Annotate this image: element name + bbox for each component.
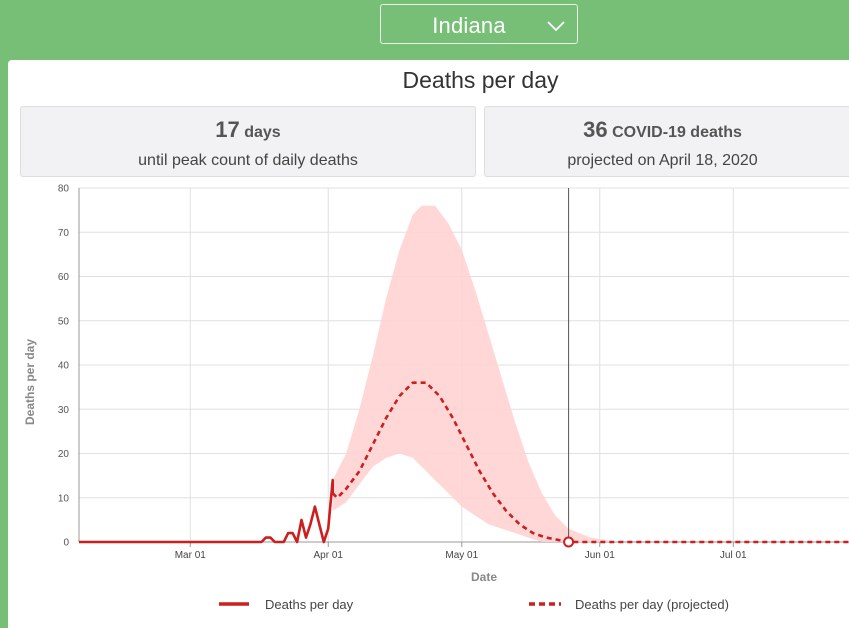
state-selector-value: Indiana <box>432 13 506 38</box>
y-tick-label: 70 <box>58 228 70 239</box>
x-axis-title: Date <box>471 570 497 584</box>
stat-box-deaths: 36 COVID-19 deaths projected on April 18… <box>484 106 849 177</box>
x-tick-label: Jul 01 <box>720 550 747 561</box>
y-tick-label: 60 <box>58 272 70 283</box>
chart-title: Deaths per day <box>402 67 559 93</box>
uncertainty-band <box>332 205 618 542</box>
actual-deaths-line <box>79 478 334 544</box>
y-tick-label: 40 <box>58 361 70 372</box>
stat-peak-caption: until peak count of daily deaths <box>138 152 358 169</box>
y-tick-label: 80 <box>58 184 70 195</box>
y-axis-title: Deaths per day <box>23 339 37 425</box>
stat-deaths-unit: COVID-19 deaths <box>612 124 742 141</box>
x-tick-label: May 01 <box>445 550 478 561</box>
stat-peak-value: 17 <box>215 117 240 142</box>
y-tick-label: 10 <box>58 493 70 504</box>
stat-box-peak: 17 days until peak count of daily deaths <box>20 106 476 177</box>
x-tick-label: Mar 01 <box>175 550 207 561</box>
y-tick-label: 0 <box>63 538 69 549</box>
y-tick-label: 30 <box>58 405 70 416</box>
header-bar: Indiana <box>0 0 849 52</box>
stat-deaths-value: 36 <box>583 117 608 142</box>
y-tick-label: 50 <box>58 316 70 327</box>
state-selector[interactable]: Indiana <box>380 4 578 44</box>
stat-peak-unit: days <box>244 124 281 141</box>
y-tick-label: 20 <box>58 449 70 460</box>
x-tick-label: Apr 01 <box>314 550 344 561</box>
chevron-down-icon <box>547 19 565 37</box>
legend-label-projected: Deaths per day (projected) <box>575 597 729 612</box>
stat-deaths-caption: projected on April 18, 2020 <box>567 152 758 169</box>
projected-deaths-line <box>331 381 849 544</box>
x-tick-label: Jun 01 <box>585 550 615 561</box>
legend-label-actual: Deaths per day <box>265 597 354 612</box>
current-date-point <box>563 536 575 548</box>
